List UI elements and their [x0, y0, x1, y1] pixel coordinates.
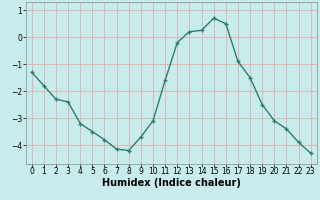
X-axis label: Humidex (Indice chaleur): Humidex (Indice chaleur) [102, 178, 241, 188]
